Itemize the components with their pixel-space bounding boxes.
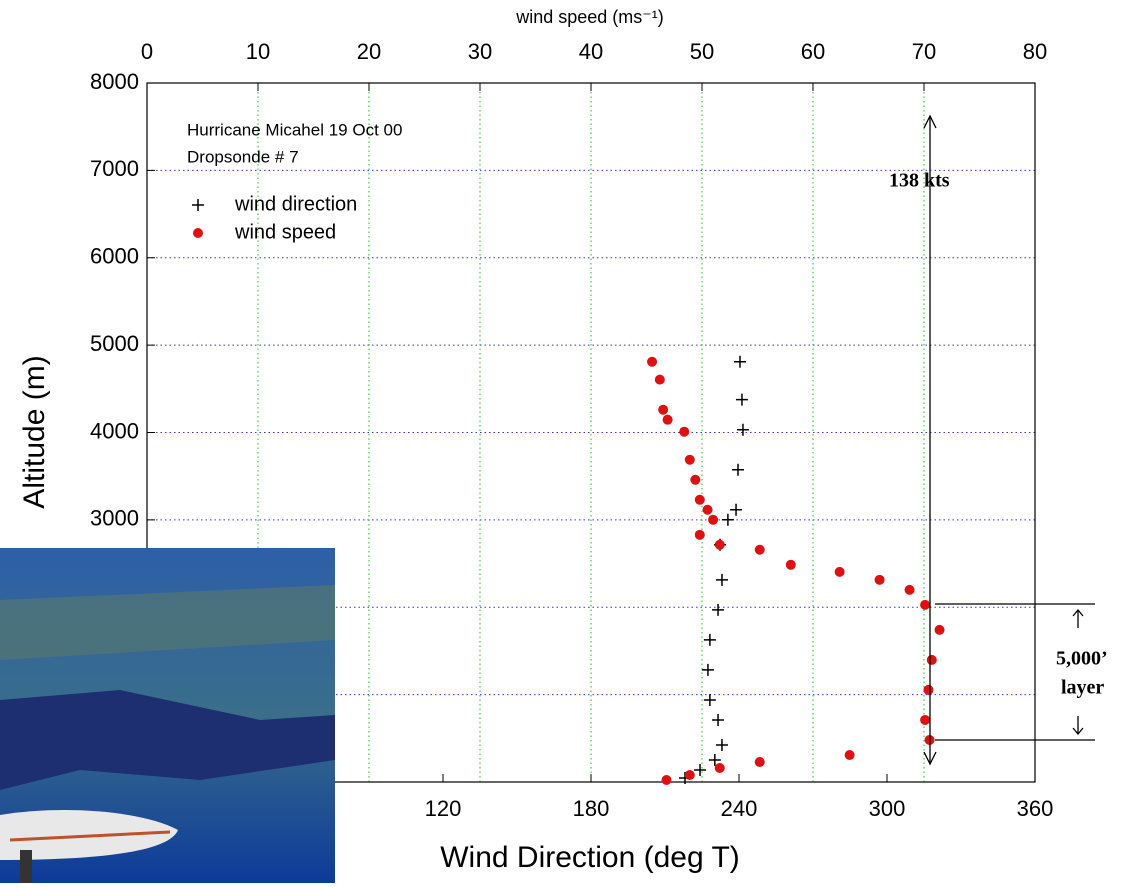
x2-tick-label: 20 — [357, 39, 381, 64]
point — [926, 654, 937, 665]
point — [735, 393, 748, 406]
point — [874, 574, 885, 585]
y-tick-label: 4000 — [90, 418, 139, 443]
point — [920, 714, 931, 725]
x2-tick-label: 70 — [912, 39, 936, 64]
point — [923, 684, 934, 695]
point — [732, 463, 745, 476]
point — [694, 494, 705, 505]
legend-marker — [193, 228, 203, 238]
x-axis-title: Wind Direction (deg T) — [440, 841, 740, 874]
y-tick-label: 3000 — [90, 506, 139, 531]
x-tick-label: 180 — [573, 796, 610, 821]
point — [920, 599, 931, 610]
y-tick-label: 8000 — [90, 69, 139, 94]
x-tick-label: 120 — [425, 796, 462, 821]
point — [679, 426, 690, 437]
point — [754, 544, 765, 555]
point — [701, 663, 714, 676]
point — [715, 573, 728, 586]
point — [694, 764, 707, 777]
x2-tick-label: 0 — [141, 39, 153, 64]
x2-tick-label: 40 — [579, 39, 603, 64]
point — [754, 756, 765, 767]
x2-tick-label: 50 — [690, 39, 714, 64]
point — [662, 414, 673, 425]
point — [684, 454, 695, 465]
plot-frame — [146, 82, 1036, 783]
point — [654, 374, 665, 385]
point — [684, 770, 695, 781]
point — [694, 529, 705, 540]
point — [715, 738, 728, 751]
legend-label: wind speed — [234, 221, 336, 243]
point — [730, 503, 743, 516]
point — [834, 566, 845, 577]
point — [714, 763, 725, 774]
point — [844, 750, 855, 761]
point — [785, 559, 796, 570]
point — [714, 539, 725, 550]
point — [708, 753, 721, 766]
x2-tick-label: 10 — [246, 39, 270, 64]
x-tick-label: 240 — [721, 796, 758, 821]
point — [712, 713, 725, 726]
y-tick-label: 7000 — [90, 156, 139, 181]
point — [904, 584, 915, 595]
annotation: Hurricane Micahel 19 Oct 00 — [187, 120, 402, 139]
x2-tick-label: 80 — [1023, 39, 1047, 64]
point — [736, 423, 749, 436]
point — [733, 355, 746, 368]
y-tick-label: 5000 — [90, 331, 139, 356]
x-tick-label: 360 — [1017, 796, 1054, 821]
x2-axis-title: wind speed (ms⁻¹) — [515, 7, 664, 27]
point — [661, 774, 672, 785]
x2-tick-label: 30 — [468, 39, 492, 64]
annotation: Dropsonde # 7 — [187, 147, 299, 166]
x-tick-label: 300 — [869, 796, 906, 821]
point — [708, 514, 719, 525]
annotation-arrows — [923, 114, 1095, 766]
y-axis-title: Altitude (m) — [18, 355, 51, 508]
legend-marker — [192, 199, 204, 211]
annotation: 5,000’ — [1056, 648, 1108, 670]
point — [703, 633, 716, 646]
annotation: layer — [1061, 677, 1104, 699]
photo — [0, 548, 335, 883]
point — [721, 513, 734, 526]
point — [658, 404, 669, 415]
annotation: 138 kts — [889, 170, 950, 192]
point — [703, 693, 716, 706]
y-tick-label: 6000 — [90, 244, 139, 269]
point — [690, 474, 701, 485]
legend-label: wind direction — [234, 193, 357, 215]
x2-tick-label: 60 — [801, 39, 825, 64]
point — [702, 504, 713, 515]
point — [712, 603, 725, 616]
point — [647, 356, 658, 367]
point — [934, 624, 945, 635]
